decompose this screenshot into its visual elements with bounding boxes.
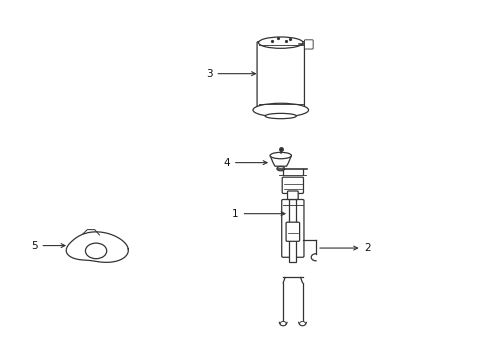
Ellipse shape: [276, 167, 284, 171]
Text: 4: 4: [223, 158, 266, 168]
FancyBboxPatch shape: [285, 222, 299, 241]
Text: 5: 5: [31, 240, 65, 251]
Ellipse shape: [269, 152, 291, 159]
Text: 3: 3: [205, 69, 255, 79]
Bar: [289, 199, 296, 261]
FancyBboxPatch shape: [257, 42, 304, 109]
Polygon shape: [66, 232, 128, 262]
Polygon shape: [269, 156, 291, 166]
FancyBboxPatch shape: [281, 199, 304, 257]
Text: 1: 1: [232, 209, 285, 219]
FancyBboxPatch shape: [304, 40, 312, 49]
FancyBboxPatch shape: [287, 191, 298, 199]
Circle shape: [299, 321, 305, 326]
Circle shape: [280, 321, 285, 326]
Ellipse shape: [264, 113, 296, 119]
FancyBboxPatch shape: [282, 177, 303, 193]
Text: 2: 2: [319, 243, 370, 253]
Ellipse shape: [258, 37, 303, 48]
Ellipse shape: [252, 103, 308, 117]
Circle shape: [85, 243, 106, 259]
